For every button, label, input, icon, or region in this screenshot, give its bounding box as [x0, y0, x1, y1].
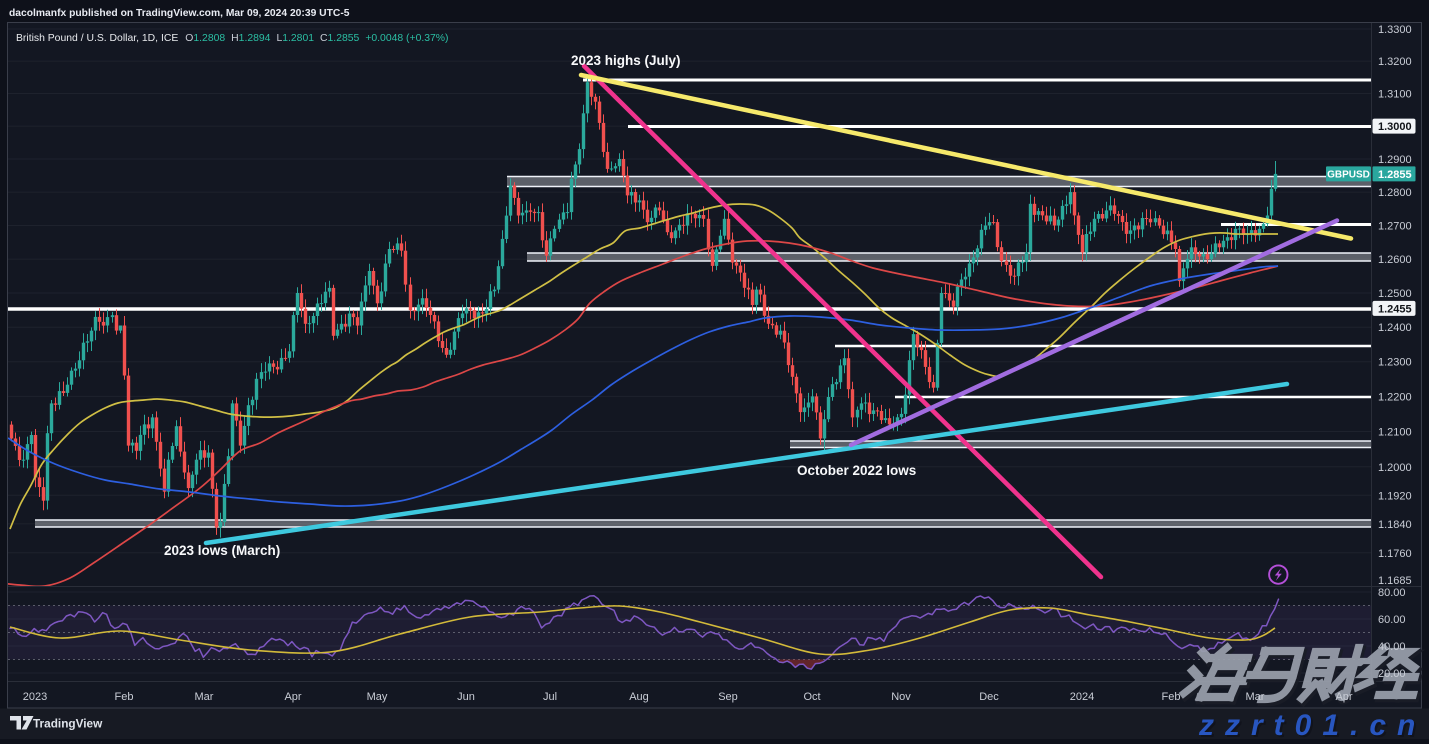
- svg-text:1.2200: 1.2200: [1378, 391, 1412, 403]
- svg-text:Sep: Sep: [718, 691, 738, 703]
- svg-text:2023 lows (March): 2023 lows (March): [164, 543, 280, 558]
- svg-text:Apr: Apr: [284, 691, 301, 703]
- svg-text:2023 highs (July): 2023 highs (July): [571, 53, 681, 68]
- svg-text:1.2000: 1.2000: [1378, 462, 1412, 474]
- svg-text:1.1920: 1.1920: [1378, 490, 1412, 502]
- svg-text:1.2700: 1.2700: [1378, 221, 1412, 233]
- svg-text:1.1760: 1.1760: [1378, 548, 1412, 560]
- svg-text:1.2500: 1.2500: [1378, 288, 1412, 300]
- svg-text:Aug: Aug: [629, 691, 649, 703]
- svg-text:60.00: 60.00: [1378, 614, 1406, 626]
- svg-text:Jul: Jul: [543, 691, 557, 703]
- svg-text:zzrt01.cn: zzrt01.cn: [1198, 709, 1426, 739]
- svg-text:dacolmanfx published on Tradin: dacolmanfx published on TradingView.com,…: [9, 8, 350, 19]
- svg-text:1.2900: 1.2900: [1378, 154, 1412, 166]
- svg-text:1.2855: 1.2855: [1378, 169, 1412, 181]
- svg-text:1.2100: 1.2100: [1378, 427, 1412, 439]
- svg-text:2024: 2024: [1070, 691, 1094, 703]
- svg-text:October 2022 lows: October 2022 lows: [797, 463, 916, 478]
- svg-text:British Pound / U.S. Dollar, 1: British Pound / U.S. Dollar, 1D, ICE O1.2…: [16, 33, 449, 44]
- svg-text:Oct: Oct: [803, 691, 820, 703]
- svg-text:80.00: 80.00: [1378, 587, 1406, 599]
- svg-text:Mar: Mar: [195, 691, 214, 703]
- svg-text:1.3100: 1.3100: [1378, 89, 1412, 101]
- svg-text:Nov: Nov: [891, 691, 911, 703]
- svg-text:Apr: Apr: [1335, 691, 1352, 703]
- svg-text:1.2300: 1.2300: [1378, 357, 1412, 369]
- svg-text:TradingView: TradingView: [33, 717, 103, 731]
- svg-text:1.3200: 1.3200: [1378, 56, 1412, 68]
- svg-text:1.3300: 1.3300: [1378, 24, 1412, 36]
- svg-text:2023: 2023: [23, 691, 47, 703]
- svg-text:1.2400: 1.2400: [1378, 322, 1412, 334]
- svg-text:May: May: [367, 691, 388, 703]
- svg-text:1.3000: 1.3000: [1378, 121, 1412, 133]
- svg-text:20.00: 20.00: [1378, 668, 1406, 680]
- svg-text:Jun: Jun: [457, 691, 475, 703]
- svg-text:Dec: Dec: [979, 691, 999, 703]
- svg-text:1.2455: 1.2455: [1378, 303, 1412, 315]
- svg-text:Feb: Feb: [1162, 691, 1181, 703]
- svg-text:1.1685: 1.1685: [1378, 575, 1412, 587]
- svg-text:Feb: Feb: [115, 691, 134, 703]
- svg-text:1.2800: 1.2800: [1378, 187, 1412, 199]
- svg-text:1.1840: 1.1840: [1378, 519, 1412, 531]
- svg-text:Mar: Mar: [1246, 691, 1265, 703]
- svg-text:1.2600: 1.2600: [1378, 254, 1412, 266]
- svg-text:GBPUSD: GBPUSD: [1327, 169, 1370, 180]
- svg-text:40.00: 40.00: [1378, 641, 1406, 653]
